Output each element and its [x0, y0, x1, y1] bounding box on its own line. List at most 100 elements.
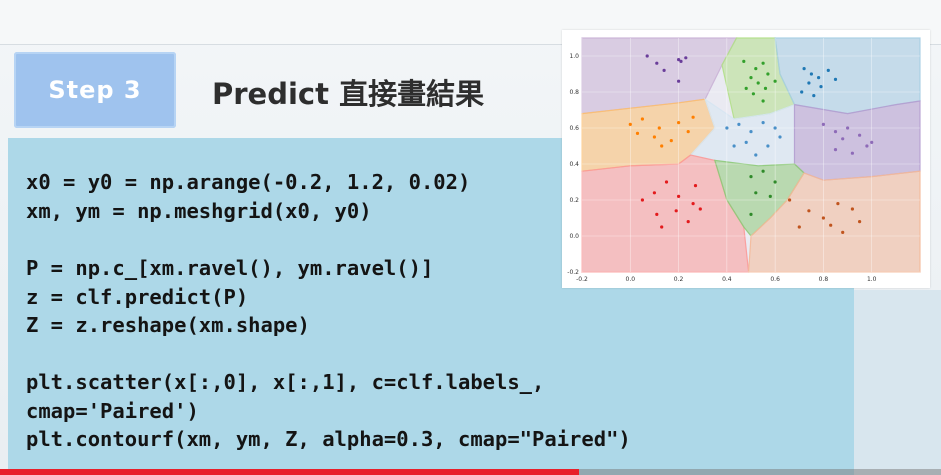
scatter-point-4-4	[773, 126, 777, 130]
scatter-point-2-6	[833, 77, 838, 81]
scatter-point-8-1	[807, 209, 811, 213]
y-tick-label: 0.0	[569, 233, 579, 240]
scatter-point-8-6	[797, 225, 801, 229]
scatter-point-2-0	[802, 67, 806, 71]
code-line-reshape: Z = z.reshape(xm.shape)	[26, 313, 310, 337]
scatter-point-7-3	[754, 191, 758, 195]
scatter-point-6-9	[660, 225, 664, 229]
scatter-point-5-4	[870, 140, 874, 144]
scatter-point-8-2	[821, 216, 825, 220]
x-tick-label: -0.2	[576, 276, 588, 283]
y-tick-label: 1.0	[569, 53, 579, 60]
scatter-point-0-3	[679, 59, 683, 63]
scatter-point-4-9	[754, 153, 758, 157]
scatter-point-2-5	[819, 85, 823, 89]
scatter-point-1-4	[749, 76, 753, 80]
scatter-point-3-0	[628, 122, 632, 126]
decision-boundary-chart: -0.2 0.0 0.2 0.4 0.6 0.8 1.0 -0.2 0.0 0.2 0.4 0.6 0.…	[562, 30, 930, 288]
scatter-point-0-0	[645, 54, 649, 58]
code-line-ravel: P = np.c_[xm.ravel(), ym.ravel()]	[26, 256, 434, 280]
x-tick-label: 0.2	[674, 276, 684, 283]
scatter-point-7-0	[749, 175, 753, 179]
y-tick-label: 0.6	[569, 125, 579, 132]
scatter-point-2-4	[807, 81, 811, 85]
code-line-predict: z = clf.predict(P)	[26, 284, 249, 309]
scatter-point-1-9	[751, 92, 755, 96]
scatter-point-7-4	[768, 194, 772, 198]
decision-region-2	[774, 37, 921, 115]
code-panel-shadow	[854, 290, 941, 475]
scatter-point-2-2	[817, 76, 821, 80]
slide-title: Predict 直接畫結果	[212, 77, 485, 111]
scatter-point-8-0	[788, 198, 792, 202]
scatter-point-2-3	[826, 68, 830, 72]
scatter-point-6-1	[652, 191, 656, 195]
scatter-point-5-5	[833, 148, 838, 152]
scatter-point-7-1	[761, 169, 765, 173]
scatter-point-1-1	[754, 67, 758, 71]
scatter-point-8-8	[829, 223, 833, 227]
scatter-point-6-7	[686, 220, 690, 224]
scatter-point-2-1	[809, 72, 813, 76]
scatter-point-1-2	[761, 61, 765, 65]
scatter-point-6-8	[698, 207, 702, 211]
code-line-contourf: plt.contourf(xm, ym, Z, alpha=0.3, cmap=…	[26, 427, 631, 451]
scatter-point-3-6	[669, 139, 673, 143]
scatter-point-4-8	[766, 144, 770, 148]
scatter-point-5-8	[841, 137, 845, 141]
scatter-point-3-1	[640, 117, 644, 121]
scatter-point-0-5	[662, 68, 666, 72]
scatter-point-7-2	[773, 180, 777, 184]
code-line-arange: x0 = y0 = np.arange(-0.2, 1.2, 0.02)	[26, 170, 471, 194]
scatter-point-5-0	[821, 122, 825, 126]
scatter-point-3-8	[635, 131, 640, 135]
scatter-point-0-4	[684, 56, 688, 60]
scatter-point-4-6	[732, 144, 736, 148]
scatter-point-1-0	[742, 59, 746, 63]
y-tick-label: 0.4	[569, 161, 579, 168]
scatter-point-6-0	[640, 198, 644, 202]
video-progress-fill	[0, 469, 579, 475]
scatter-point-1-6	[763, 86, 768, 90]
chart-svg: -0.2 0.0 0.2 0.4 0.6 0.8 1.0 -0.2 0.0 0.2 0.4 0.6 0.…	[567, 37, 921, 283]
scatter-point-1-8	[744, 86, 748, 90]
scatter-point-2-7	[800, 90, 804, 94]
x-tick-label: 0.4	[722, 276, 732, 283]
scatter-point-1-10	[761, 99, 765, 103]
code-line-meshgrid: xm, ym = np.meshgrid(x0, y0)	[26, 198, 372, 223]
y-tick-label: 0.8	[569, 89, 579, 96]
scatter-point-5-3	[858, 133, 862, 137]
scatter-point-1-3	[766, 72, 770, 76]
step-badge: Step 3	[14, 52, 176, 128]
scatter-point-4-7	[744, 140, 748, 144]
y-tick-label: 0.2	[569, 197, 579, 204]
scatter-point-4-3	[761, 121, 765, 125]
scatter-point-3-2	[657, 126, 661, 130]
scatter-point-5-6	[850, 151, 854, 155]
scatter-point-5-7	[865, 144, 869, 148]
scatter-point-0-6	[677, 79, 681, 83]
scatter-point-3-5	[652, 135, 656, 139]
y-tick-label: -0.2	[567, 269, 579, 276]
scatter-point-3-9	[660, 144, 664, 148]
scatter-point-4-0	[725, 126, 729, 130]
scatter-point-1-5	[756, 81, 760, 85]
scatter-point-4-2	[749, 130, 753, 134]
scatter-point-3-4	[686, 130, 690, 134]
code-line-cmap: cmap='Paired')	[26, 398, 199, 423]
scatter-point-6-3	[677, 194, 681, 198]
scatter-point-6-2	[664, 180, 669, 184]
scatter-point-8-3	[836, 202, 840, 206]
scatter-point-5-2	[846, 126, 850, 130]
video-progress-bar[interactable]	[0, 469, 941, 475]
scatter-point-2-8	[812, 94, 816, 98]
scatter-point-6-4	[691, 202, 695, 206]
scatter-point-7-5	[749, 212, 753, 216]
scatter-point-6-10	[693, 184, 698, 188]
scatter-point-8-7	[841, 230, 845, 234]
scatter-point-0-2	[677, 58, 681, 62]
scatter-point-3-7	[691, 115, 695, 119]
scatter-point-4-5	[778, 135, 782, 139]
x-tick-label: 0.8	[819, 276, 829, 283]
scatter-point-6-5	[655, 212, 659, 216]
